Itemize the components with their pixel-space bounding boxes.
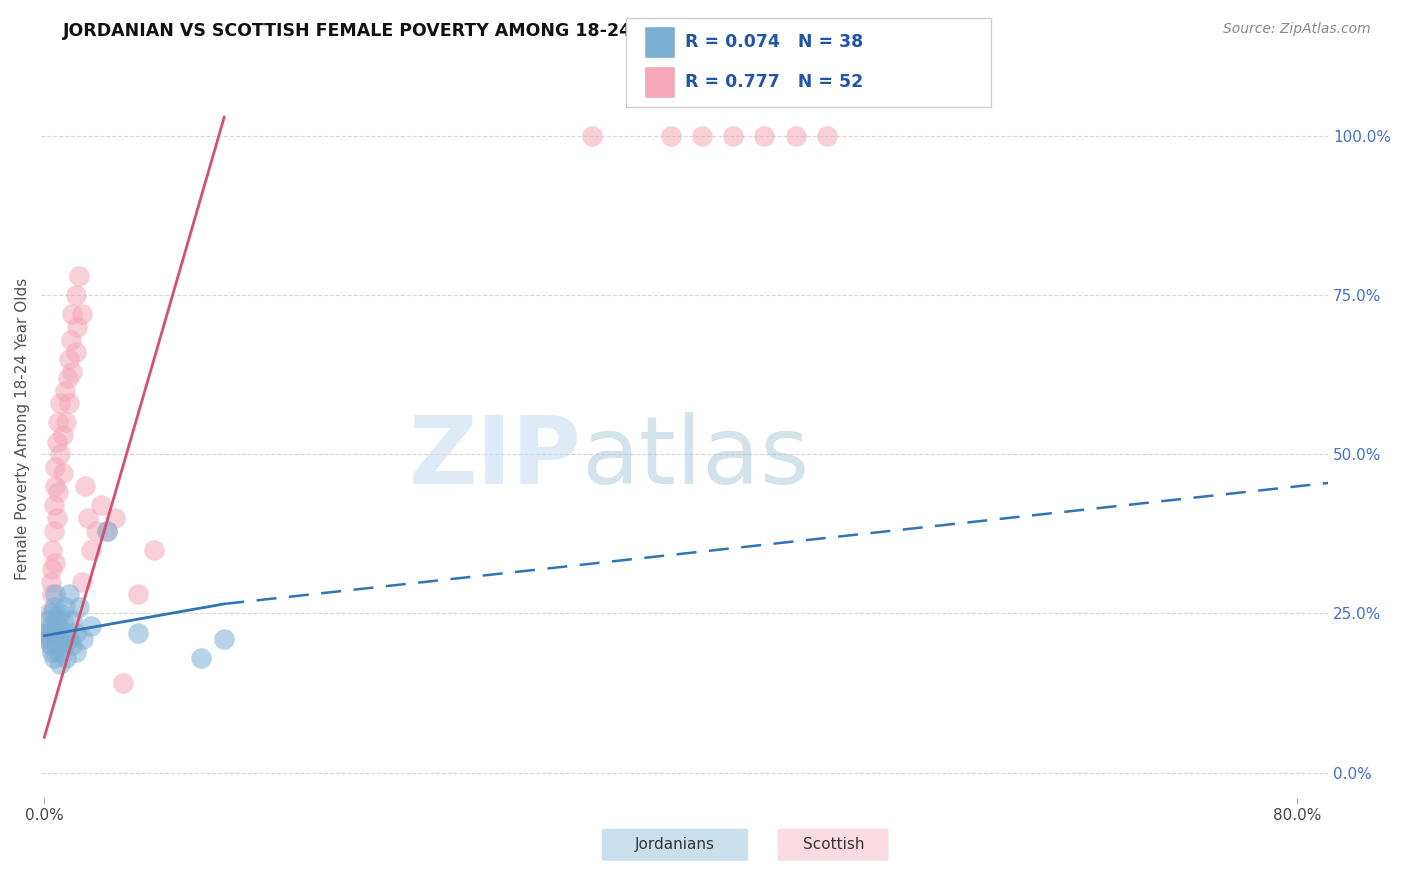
Point [96,524,118,538]
Point [80,542,103,557]
Point [754,128,776,143]
Point [44,479,66,493]
Point [104,511,127,525]
Point [55,625,77,640]
Point [65,645,87,659]
Point [49,447,72,461]
Point [42,600,65,615]
Point [77,511,100,525]
Point [815,128,838,143]
Point [80,619,103,633]
Point [62,307,84,321]
Text: ZIP: ZIP [409,412,582,504]
Point [659,128,682,143]
Point [58,396,80,410]
Point [142,542,165,557]
Point [56,371,79,385]
Point [67,268,90,283]
Point [66,320,89,334]
Point [49,632,72,646]
Point [38,613,60,627]
Point [127,625,149,640]
Point [37,632,59,646]
Point [190,651,212,665]
Point [52,428,75,442]
Point [58,351,80,366]
Point [62,613,84,627]
Point [39,574,62,589]
Point [52,638,75,652]
Point [65,288,87,302]
Point [49,396,72,410]
Point [46,645,69,659]
Point [41,625,63,640]
Point [49,657,72,672]
Point [52,613,75,627]
Text: Jordanians: Jordanians [636,838,714,852]
Point [62,365,84,379]
Point [49,607,72,621]
Point [84,524,107,538]
Text: Scottish: Scottish [803,838,865,852]
Point [44,587,66,601]
Point [39,638,62,652]
Point [65,625,87,640]
Point [785,128,807,143]
Point [38,632,60,646]
Point [39,638,62,652]
Point [581,128,603,143]
Point [45,638,67,652]
Point [42,651,65,665]
Text: R = 0.074   N = 38: R = 0.074 N = 38 [685,33,863,51]
Point [46,619,69,633]
Text: R = 0.777   N = 52: R = 0.777 N = 52 [685,73,863,91]
Point [70,307,93,321]
Point [90,498,112,512]
Point [70,574,93,589]
Point [111,676,134,690]
Point [45,511,67,525]
Point [44,613,66,627]
Point [45,625,67,640]
Point [58,632,80,646]
Point [67,600,90,615]
Point [53,384,76,398]
Point [690,128,713,143]
Point [41,562,63,576]
Point [41,587,63,601]
Text: JORDANIAN VS SCOTTISH FEMALE POVERTY AMONG 18-24 YEAR OLDS CORRELATION CHART: JORDANIAN VS SCOTTISH FEMALE POVERTY AMO… [63,22,963,40]
Point [45,434,67,449]
Point [44,460,66,475]
Point [42,524,65,538]
Point [46,485,69,500]
Point [44,632,66,646]
Point [46,416,69,430]
Point [42,498,65,512]
Point [44,556,66,570]
Point [62,638,84,652]
Point [52,467,75,481]
Point [59,333,82,347]
Point [38,625,60,640]
Point [41,607,63,621]
Point [73,479,96,493]
Point [55,416,77,430]
Point [58,587,80,601]
Text: atlas: atlas [582,412,810,504]
Point [127,587,149,601]
Point [96,524,118,538]
Text: Source: ZipAtlas.com: Source: ZipAtlas.com [1223,22,1371,37]
Point [38,607,60,621]
Point [53,600,76,615]
Point [214,632,236,646]
Point [41,542,63,557]
Y-axis label: Female Poverty Among 18-24 Year Olds: Female Poverty Among 18-24 Year Olds [15,277,30,580]
Point [65,345,87,359]
Point [39,619,62,633]
Point [721,128,744,143]
Point [72,632,94,646]
Point [55,651,77,665]
Point [41,645,63,659]
Point [37,625,59,640]
